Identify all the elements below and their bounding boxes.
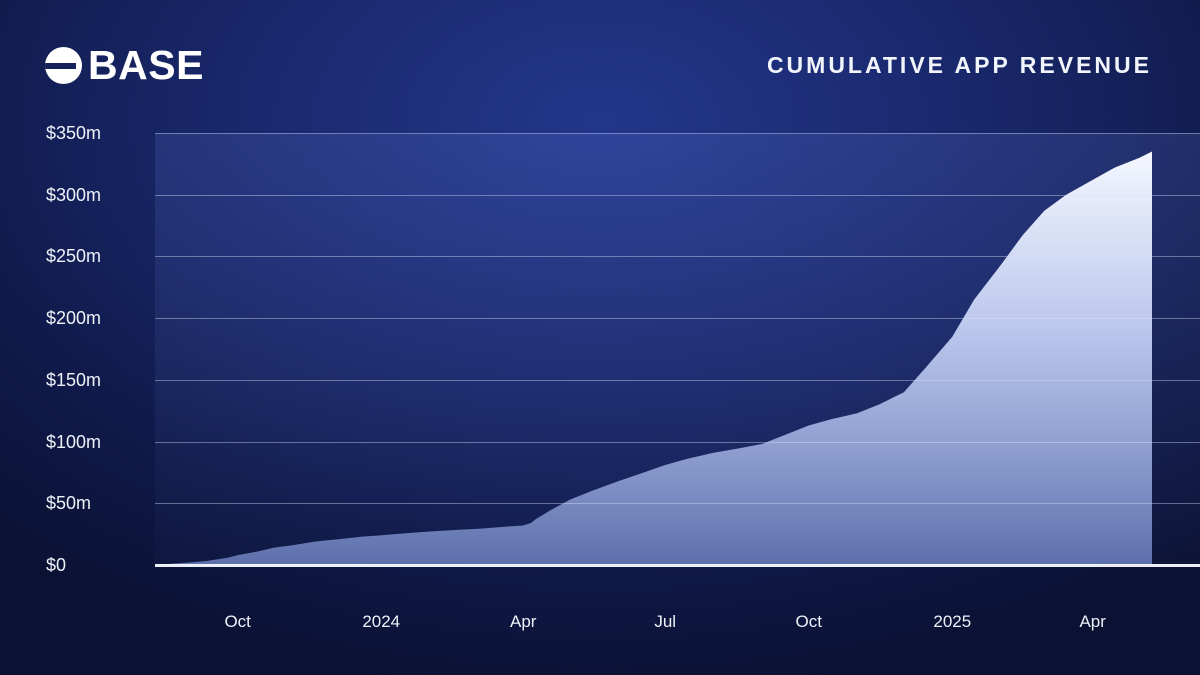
y-tick-label: $200m	[46, 308, 102, 329]
area-series	[155, 151, 1152, 565]
x-tick-label: Jul	[654, 612, 677, 631]
x-tick-label: Oct	[795, 612, 822, 631]
brand-name: BASE	[88, 42, 204, 88]
y-tick-label: $300m	[46, 184, 102, 205]
gridline-50m	[155, 503, 1200, 505]
y-tick-label: $250m	[46, 246, 102, 267]
area-fill	[155, 151, 1152, 565]
x-tick-label: 2025	[933, 612, 972, 631]
chart-title: CUMULATIVE APP REVENUE	[766, 52, 1152, 78]
brand: BASE	[45, 42, 204, 88]
gridline-200m	[155, 318, 1200, 320]
x-tick-label: Apr	[509, 612, 537, 631]
gridline-150m	[155, 379, 1200, 381]
base-logo-icon	[45, 47, 82, 84]
y-tick-label: $50m	[46, 493, 92, 514]
x-axis-line	[155, 563, 1200, 567]
x-tick-label: Oct	[224, 612, 251, 631]
gridline-350m	[155, 133, 1200, 134]
header: BASE CUMULATIVE APP REVENUE	[0, 0, 1200, 110]
gridline-250m	[155, 256, 1200, 258]
gridline-100m	[155, 441, 1200, 443]
y-tick-label: $150m	[46, 369, 102, 390]
base-logo-bar	[45, 63, 76, 69]
y-tick-label: $100m	[46, 431, 102, 452]
y-tick-label: $0	[46, 555, 67, 575]
y-tick-label: $350m	[46, 123, 102, 143]
gridline-300m	[155, 194, 1200, 196]
x-tick-label: Apr	[1079, 612, 1106, 631]
x-tick-label: 2024	[362, 612, 401, 631]
